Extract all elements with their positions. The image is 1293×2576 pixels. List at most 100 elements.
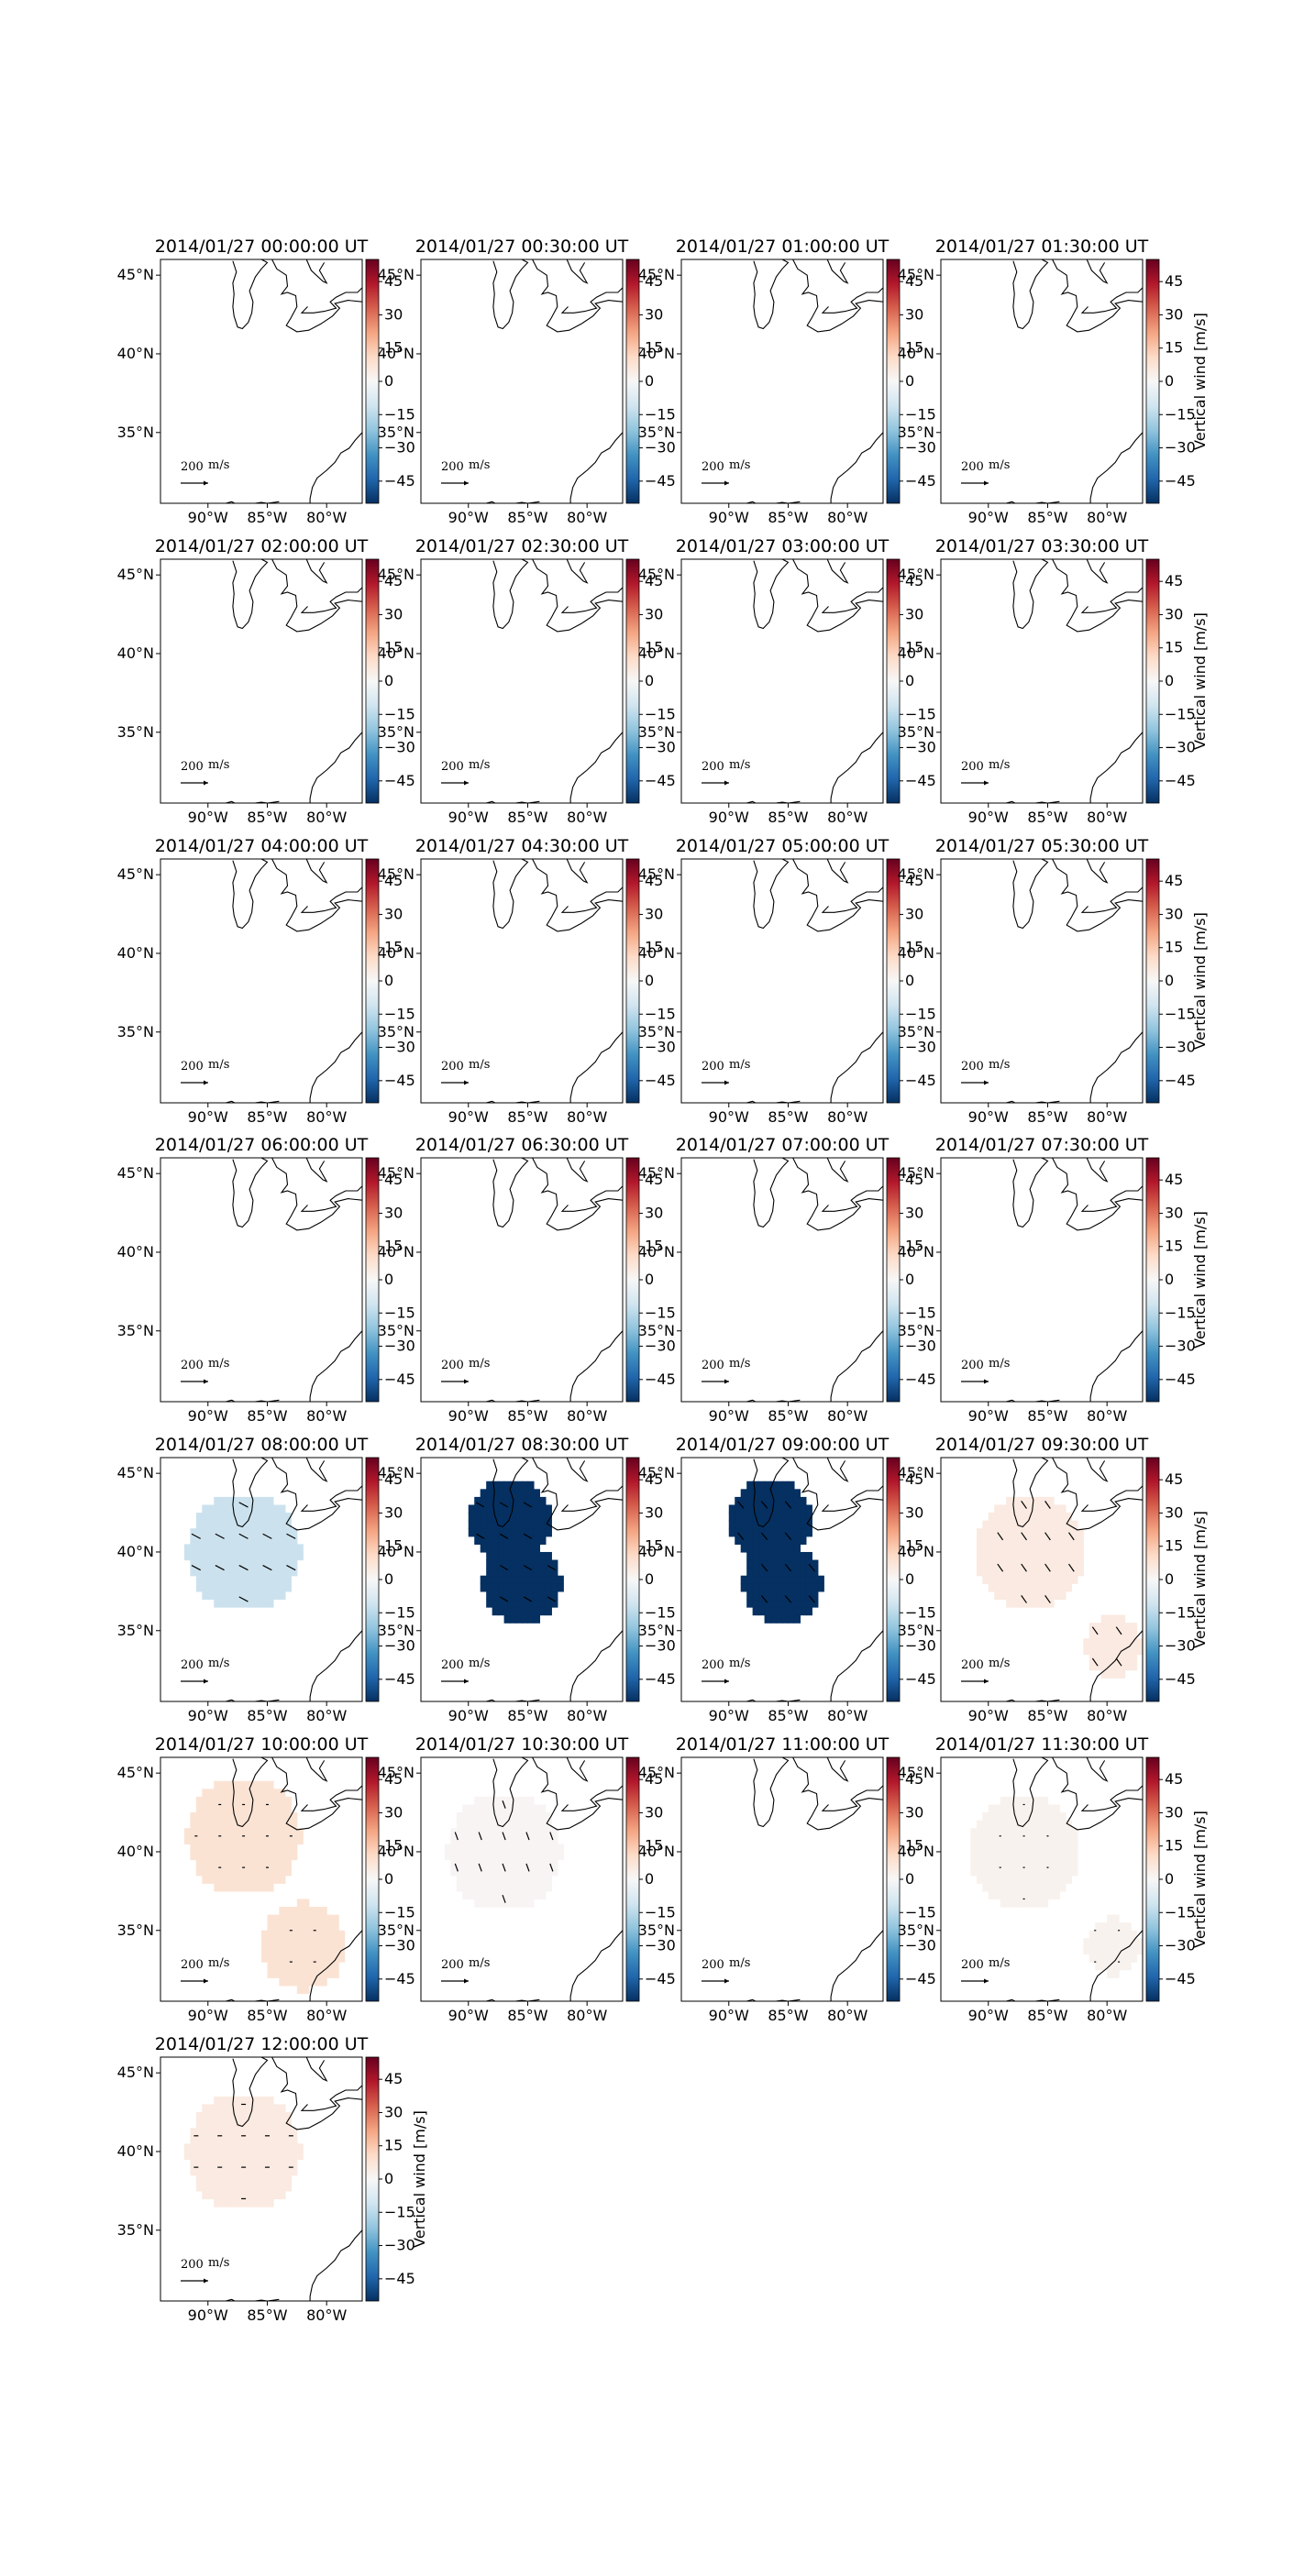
wind-cell: [515, 1544, 523, 1553]
wind-cell: [746, 1575, 754, 1584]
wind-cell: [735, 1504, 742, 1514]
wind-cell: [539, 1528, 547, 1537]
wind-cell: [296, 1945, 304, 1955]
wind-cell: [279, 1812, 286, 1822]
wind-cell: [1100, 1638, 1108, 1647]
wind-cell: [498, 1607, 505, 1616]
wind-arrow: [502, 1895, 506, 1903]
wind-cell: [303, 1945, 310, 1955]
wind-cell: [272, 1513, 281, 1522]
wind-cell: [231, 1851, 238, 1861]
wind-cell: [249, 1504, 257, 1514]
wind-cell: [1059, 1591, 1066, 1601]
wind-cell: [456, 1883, 463, 1892]
wind-cell: [462, 1883, 470, 1892]
coastline-path: [1086, 1458, 1109, 1482]
wind-cell: [1023, 1568, 1031, 1577]
wind-cell: [190, 1536, 197, 1545]
wind-cell: [308, 1914, 315, 1923]
wind-cell: [332, 1945, 339, 1955]
wind-cell: [522, 1591, 529, 1601]
wind-cell: [1083, 1938, 1090, 1947]
wind-cell: [770, 1599, 778, 1608]
wind-cell: [480, 1899, 487, 1908]
wind-cell: [988, 1859, 995, 1868]
coastline-path: [566, 559, 589, 584]
vector-key-label: 200: [961, 460, 984, 474]
wind-cell: [1042, 1828, 1049, 1837]
wind-cell: [1030, 1575, 1037, 1584]
panel-plot-area: [728, 1458, 883, 1701]
wind-cell: [238, 1844, 245, 1853]
wind-cell: [994, 1504, 1001, 1514]
wind-cell: [758, 1607, 766, 1616]
wind-cell: [219, 1544, 227, 1553]
wind-cell: [255, 1804, 262, 1813]
wind-cell: [782, 1575, 790, 1584]
wind-cell: [788, 1513, 795, 1522]
wind-cell: [284, 2135, 292, 2144]
coastline-path: [1086, 1757, 1109, 1782]
wind-arrow: [499, 1533, 509, 1539]
wind-cell: [219, 1568, 227, 1577]
wind-cell: [456, 1867, 463, 1877]
lat-tick-label: 45°N: [638, 1464, 675, 1481]
wind-cell: [1065, 1575, 1072, 1584]
wind-cell: [267, 1551, 274, 1561]
colorbar-tick-label: 15: [384, 1837, 403, 1855]
colorbar-tick-label: 0: [1165, 672, 1174, 689]
wind-cell: [190, 1551, 197, 1561]
wind-cell: [1018, 1820, 1025, 1829]
wind-cell: [261, 1835, 269, 1844]
wind-cell: [1006, 1599, 1013, 1608]
wind-cell: [1107, 1945, 1114, 1955]
vertical-wind-field: [183, 1496, 304, 1608]
wind-cell: [1035, 1520, 1043, 1529]
wind-cell: [1000, 1513, 1007, 1522]
wind-cell: [551, 1568, 558, 1577]
wind-cell: [539, 1890, 547, 1900]
wind-cell: [539, 1551, 547, 1561]
wind-arrow: [499, 1596, 509, 1602]
wind-cell: [1042, 1812, 1049, 1822]
wind-arrow: [549, 1832, 554, 1841]
wind-cell: [261, 1575, 269, 1584]
wind-cell: [231, 1875, 238, 1884]
wind-cell: [1124, 1945, 1132, 1955]
panel-plot-area: [226, 1158, 362, 1402]
wind-cell: [982, 1835, 989, 1844]
wind-arrows: [454, 1800, 554, 1903]
wind-arrow: [1091, 1626, 1099, 1635]
wind-cell: [1011, 1804, 1019, 1813]
wind-cell: [1047, 1575, 1055, 1584]
wind-cell: [776, 1513, 783, 1522]
wind-cell: [291, 1551, 298, 1561]
wind-cell: [527, 1559, 535, 1569]
panel-frame: [940, 259, 1144, 504]
wind-arrow: [238, 1502, 249, 1508]
wind-cell: [214, 2183, 221, 2192]
vector-key-label: 200: [961, 1658, 984, 1672]
wind-cell: [249, 1520, 257, 1529]
wind-cell: [320, 1954, 327, 1963]
coastline-path: [300, 1185, 362, 1212]
wind-cell: [752, 1536, 759, 1545]
coastline-path: [532, 1458, 623, 1531]
lon-tick-label: 90°W: [709, 809, 749, 826]
wind-cell: [1083, 1945, 1090, 1955]
colorbar-tick-label: 45: [1165, 572, 1183, 589]
wind-cell: [238, 1496, 245, 1506]
panel-frame: [160, 1756, 363, 2002]
wind-cell: [1071, 1835, 1078, 1844]
lat-tick-label: 45°N: [378, 566, 414, 583]
wind-cell: [776, 1568, 783, 1577]
wind-cell: [326, 1954, 334, 1963]
wind-cell: [207, 2190, 215, 2200]
wind-cell: [226, 2159, 233, 2168]
wind-arrow: [502, 1800, 506, 1809]
colorbar-tick-label: −30: [384, 739, 415, 756]
panel-frame: [160, 1157, 363, 1403]
coastline-path: [753, 859, 790, 930]
wind-cell: [551, 1844, 558, 1853]
wind-cell: [249, 1568, 257, 1577]
